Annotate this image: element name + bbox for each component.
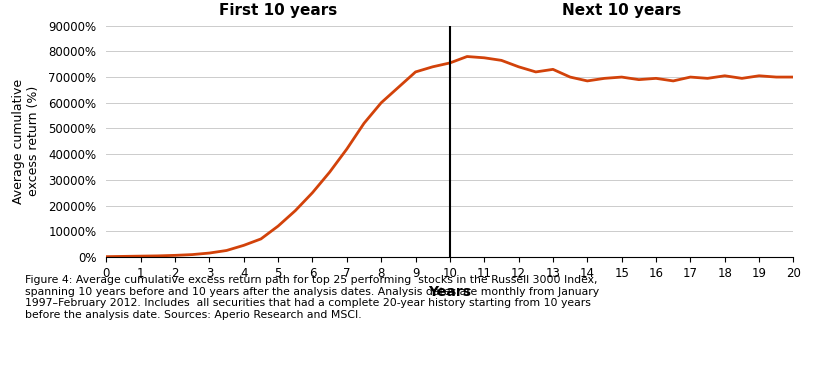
X-axis label: Years: Years xyxy=(429,285,471,299)
Text: Next 10 years: Next 10 years xyxy=(562,3,681,18)
Y-axis label: Average cumulative
excess return (%): Average cumulative excess return (%) xyxy=(12,79,40,204)
Text: Figure 4: Average cumulative excess return path for top 25 performing  stocks in: Figure 4: Average cumulative excess retu… xyxy=(25,275,599,320)
Text: First 10 years: First 10 years xyxy=(219,3,337,18)
